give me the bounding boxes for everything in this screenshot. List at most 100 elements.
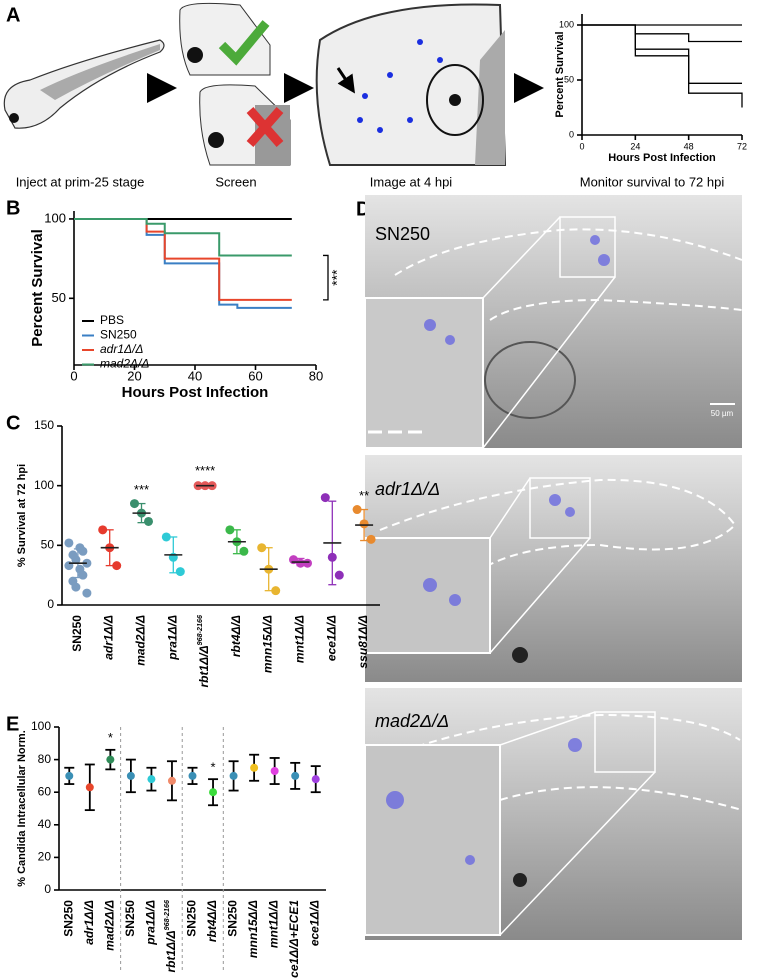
y-tick-label: 0	[44, 882, 51, 896]
data-point	[352, 505, 362, 515]
data-point	[78, 570, 88, 580]
significance: **	[359, 488, 369, 503]
survival-line	[582, 24, 742, 43]
significance: ****	[195, 463, 215, 478]
significance: ***	[134, 482, 149, 497]
survival-line	[74, 217, 292, 257]
category-superscript: 968-2166	[196, 614, 205, 645]
mean-point	[229, 771, 238, 780]
panel-label: A	[6, 4, 20, 26]
data-point	[271, 586, 281, 596]
x-tick-label: 0	[70, 368, 77, 383]
x-tick-label: mnn15Δ/Δ	[246, 900, 260, 958]
x-tick-label: adr1Δ/Δ	[102, 615, 116, 660]
category-name: adr1Δ/Δ	[102, 615, 116, 660]
data-point	[130, 499, 139, 509]
data-point	[175, 567, 185, 577]
x-tick-label: ssu81Δ/Δ	[356, 615, 370, 668]
significance: *	[108, 730, 113, 745]
y-tick-label: 50	[41, 538, 55, 552]
significance-bracket	[323, 254, 329, 301]
x-tick-label: 20	[127, 368, 141, 383]
x-tick-label: ece1Δ/Δ	[324, 615, 338, 661]
data-point	[64, 538, 74, 548]
x-axis-title: Hours Post Infection	[608, 152, 716, 164]
x-tick-label: adr1Δ/Δ	[82, 900, 96, 945]
data-point	[82, 588, 92, 598]
step-caption: Screen	[215, 174, 256, 189]
x-axis-title: Hours Post Infection	[122, 384, 269, 401]
x-tick-label: 48	[684, 141, 694, 151]
legend-label: mad2Δ/Δ	[100, 357, 149, 371]
y-axis-title: Percent Survival	[554, 31, 566, 117]
category-name: rbt1Δ/Δ	[164, 930, 178, 972]
data-point	[320, 493, 330, 503]
category-name: mad2Δ/Δ	[103, 900, 117, 951]
mean-point	[291, 771, 300, 780]
panel-label: C	[6, 412, 20, 434]
mean-point	[147, 775, 156, 784]
y-axis-title: % Candida Intracellular Norm.	[16, 730, 28, 886]
y-tick-label: 80	[38, 752, 52, 766]
x-tick-label: pra1Δ/Δ	[165, 615, 179, 661]
category-name: mnt1Δ/Δ	[267, 900, 281, 948]
data-point	[303, 558, 312, 568]
x-tick-label: 0	[579, 141, 584, 151]
category-name: SN250	[70, 615, 84, 652]
data-point	[71, 582, 81, 592]
micrograph: SN250 50 µm	[364, 195, 743, 449]
data-point	[225, 525, 235, 535]
panel-label: E	[6, 713, 19, 735]
x-tick-label: mnn15Δ/Δ	[261, 615, 275, 673]
x-tick-label: rbt1Δ/Δ968-2166	[196, 614, 212, 688]
data-point	[144, 516, 153, 526]
category-name: ece1Δ/Δ+ECE1	[287, 900, 301, 978]
significance: ***	[329, 269, 345, 286]
x-tick-label: mnt1Δ/Δ	[267, 900, 281, 948]
y-tick-label: 0	[569, 129, 574, 139]
category-name: SN250	[185, 900, 199, 937]
data-point	[98, 525, 108, 535]
category-name: rbt4Δ/Δ	[229, 615, 243, 657]
category-name: adr1Δ/Δ	[82, 900, 96, 945]
category-name: mnn15Δ/Δ	[261, 615, 275, 673]
mean-point	[126, 771, 135, 780]
mean-point	[167, 776, 176, 785]
category-name: mnn15Δ/Δ	[246, 900, 260, 958]
x-tick-label: 40	[188, 368, 202, 383]
mean-point	[250, 763, 259, 772]
mean-point	[106, 755, 115, 764]
x-tick-label: 80	[309, 368, 323, 383]
step-caption: Image at 4 hpi	[370, 174, 452, 189]
x-tick-label: mnt1Δ/Δ	[293, 615, 307, 663]
x-tick-label: pra1Δ/Δ	[144, 900, 158, 946]
y-tick-label: 100	[31, 719, 51, 733]
x-tick-label: 72	[737, 141, 747, 151]
mean-point	[188, 771, 197, 780]
data-point	[161, 532, 171, 542]
data-point	[257, 543, 267, 553]
category-name: rbt4Δ/Δ	[205, 900, 219, 942]
y-axis-title: % Survival at 72 hpi	[16, 464, 28, 567]
category-name: mnt1Δ/Δ	[293, 615, 307, 663]
step-caption: Inject at prim-25 stage	[16, 174, 145, 189]
mean-point	[270, 767, 279, 776]
y-tick-label: 100	[559, 19, 574, 29]
micrograph: mad2Δ/Δ	[364, 688, 743, 940]
mean-point	[65, 771, 74, 780]
y-tick-label: 60	[38, 784, 52, 798]
mean-point	[311, 775, 320, 784]
x-tick-label: rbt1Δ/Δ968-2166	[162, 899, 178, 973]
y-tick-label: 50	[52, 290, 66, 305]
y-tick-label: 100	[34, 478, 54, 492]
data-point	[112, 561, 122, 571]
data-point	[334, 570, 344, 580]
image-label: mad2Δ/Δ	[375, 711, 449, 731]
x-tick-label: SN250	[123, 900, 137, 937]
category-superscript: 968-2166	[162, 899, 171, 930]
scale-bar-label: 50 µm	[711, 409, 734, 418]
legend-label: SN250	[100, 328, 137, 342]
significance: *	[211, 759, 216, 774]
x-tick-label: rbt4Δ/Δ	[205, 900, 219, 942]
y-tick-label: 50	[564, 74, 574, 84]
